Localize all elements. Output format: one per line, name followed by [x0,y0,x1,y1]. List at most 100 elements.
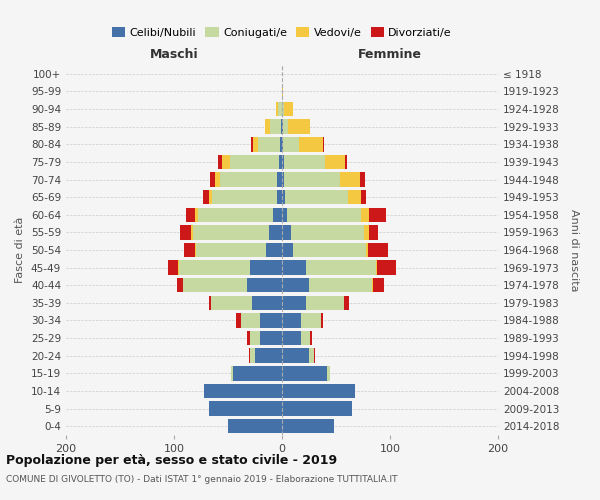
Bar [228,419,282,434]
Bar [209,402,282,416]
Bar [282,419,334,434]
Bar [270,120,282,134]
Bar [278,102,282,117]
Bar [282,154,344,169]
Bar [282,225,370,240]
Bar [209,172,282,186]
Bar [167,260,282,275]
Bar [282,331,310,345]
Bar [282,84,283,98]
Bar [282,137,323,152]
Bar [265,120,282,134]
Text: COMUNE DI GIVOLETTO (TO) - Dati ISTAT 1° gennaio 2019 - Elaborazione TUTTITALIA.: COMUNE DI GIVOLETTO (TO) - Dati ISTAT 1°… [6,475,398,484]
Bar [218,154,282,169]
Bar [231,366,282,380]
Bar [282,172,340,186]
Bar [241,314,282,328]
Bar [282,402,352,416]
Bar [193,225,282,240]
Bar [198,208,282,222]
Bar [178,260,282,275]
Bar [203,190,282,204]
Bar [282,296,306,310]
Bar [233,366,282,380]
Bar [282,190,285,204]
Bar [282,154,284,169]
Bar [236,314,282,328]
Bar [194,208,282,222]
Bar [269,225,282,240]
Bar [215,172,282,186]
Bar [282,243,293,257]
Y-axis label: Fasce di età: Fasce di età [16,217,25,283]
Bar [194,243,282,257]
Bar [209,402,282,416]
Bar [282,120,283,134]
Bar [282,348,316,363]
Bar [279,154,282,169]
Bar [196,243,282,257]
Bar [250,348,282,363]
Bar [282,348,314,363]
Bar [231,366,282,380]
Bar [282,314,301,328]
Legend: Celibi/Nubili, Coniugati/e, Vedovi/e, Divorziati/e: Celibi/Nubili, Coniugati/e, Vedovi/e, Di… [107,22,457,42]
Bar [282,260,397,275]
Bar [282,172,365,186]
Bar [282,84,283,98]
Bar [282,296,344,310]
Bar [282,243,388,257]
Bar [282,190,348,204]
Y-axis label: Anni di nascita: Anni di nascita [569,209,579,291]
Bar [275,102,282,117]
Bar [282,172,360,186]
Bar [250,331,282,345]
Bar [228,419,282,434]
Bar [282,384,355,398]
Bar [282,402,352,416]
Bar [255,348,282,363]
Bar [282,137,324,152]
Bar [221,154,282,169]
Bar [282,243,366,257]
Bar [275,102,282,117]
Bar [282,278,383,292]
Bar [204,384,282,398]
Bar [277,172,282,186]
Bar [209,402,282,416]
Bar [252,296,282,310]
Bar [260,314,282,328]
Bar [253,137,282,152]
Bar [282,172,284,186]
Bar [241,314,282,328]
Bar [282,137,283,152]
Bar [191,225,282,240]
Bar [282,331,301,345]
Bar [228,419,282,434]
Bar [282,384,355,398]
Bar [182,278,282,292]
Bar [282,348,314,363]
Bar [282,384,355,398]
Bar [282,190,366,204]
Bar [220,172,282,186]
Bar [282,314,323,328]
Bar [247,331,282,345]
Bar [282,348,309,363]
Bar [282,278,309,292]
Bar [282,208,386,222]
Bar [282,296,349,310]
Bar [282,419,334,434]
Bar [282,120,310,134]
Bar [184,243,282,257]
Bar [228,419,282,434]
Bar [258,137,282,152]
Bar [277,190,282,204]
Bar [230,154,282,169]
Bar [282,102,293,117]
Bar [177,278,282,292]
Bar [282,154,325,169]
Text: Femmine: Femmine [358,48,422,62]
Bar [282,366,329,380]
Bar [282,225,290,240]
